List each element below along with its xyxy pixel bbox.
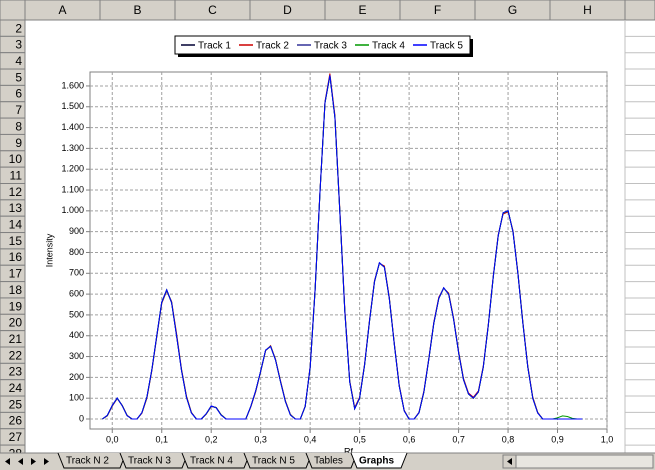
row-header-label: 11: [10, 168, 23, 182]
legend-label: Track 1: [198, 41, 231, 52]
x-tick-label: 0,9: [551, 434, 564, 444]
y-tick-label: 0: [79, 413, 84, 423]
tab-scroll-arrow: [44, 458, 49, 465]
sheet-tab-label: Track N 2: [66, 456, 109, 467]
x-axis-title: Rf: [344, 446, 353, 456]
row-header-label: 12: [9, 185, 23, 199]
sheet-tab-label: Track N 5: [252, 456, 295, 467]
row-header-label: 26: [9, 414, 23, 428]
y-tick-label: 100: [69, 393, 84, 403]
row-header-label: 21: [9, 332, 23, 346]
y-tick-label: 1.000: [61, 205, 84, 215]
row-header-label: 13: [9, 201, 23, 215]
legend-label: Track 2: [256, 41, 289, 52]
x-tick-label: 0,5: [353, 434, 366, 444]
row-header-label: 19: [9, 299, 23, 313]
y-tick-label: 300: [69, 351, 84, 361]
row-header-label: 10: [9, 152, 23, 166]
y-tick-label: 500: [69, 309, 84, 319]
tab-scroll-arrow: [18, 458, 23, 465]
row-header-label: 18: [9, 283, 23, 297]
tab-scroll-arrow: [5, 458, 10, 465]
row-header-label: 7: [15, 103, 22, 117]
column-header[interactable]: [624, 0, 655, 21]
x-tick-label: 0,2: [205, 434, 218, 444]
column-header-label: G: [508, 3, 517, 17]
sheet-tab-label: Graphs: [359, 456, 394, 467]
legend-label: Track 3: [314, 41, 347, 52]
row-header-label: 22: [9, 348, 23, 362]
x-tick-label: 0,6: [403, 434, 416, 444]
y-tick-label: 1.500: [61, 101, 84, 111]
row-header-label: 6: [15, 87, 22, 101]
series-line: [102, 75, 583, 420]
sheet-tab-label: Tables: [314, 456, 343, 467]
column-header-label: F: [434, 3, 441, 17]
y-tick-label: 400: [69, 330, 84, 340]
column-header-label: E: [358, 3, 366, 17]
row-header-label: 9: [15, 136, 22, 150]
legend-label: Track 5: [430, 41, 463, 52]
y-tick-label: 800: [69, 247, 84, 257]
column-header-label: C: [208, 3, 217, 17]
row-header-label: 15: [9, 234, 23, 248]
x-tick-label: 1,0: [601, 434, 614, 444]
y-axis-title: Intensity: [44, 233, 54, 267]
scroll-left-arrow: [507, 458, 512, 465]
row-header-label: 20: [9, 316, 23, 330]
legend-label: Track 4: [372, 41, 405, 52]
column-header-label: H: [583, 3, 592, 17]
sheet-tab[interactable]: [350, 452, 408, 469]
x-tick-label: 0,0: [106, 434, 119, 444]
column-header-label: A: [58, 3, 66, 17]
column-header-label: B: [133, 3, 141, 17]
x-tick-label: 0,7: [452, 434, 465, 444]
legend: [174, 35, 471, 55]
row-header-label: 8: [15, 119, 22, 133]
column-header-label: D: [283, 3, 292, 17]
row-header-label: 17: [9, 267, 23, 281]
row-header-label: 4: [15, 54, 22, 68]
y-tick-label: 1.400: [61, 122, 84, 132]
x-tick-label: 0,4: [304, 434, 317, 444]
x-tick-label: 0,8: [502, 434, 515, 444]
row-header-label: 2: [15, 21, 22, 35]
row-header-label: 24: [9, 381, 23, 395]
y-tick-label: 1.200: [61, 164, 84, 174]
y-tick-label: 900: [69, 226, 84, 236]
sheet-tab-label: Track N 4: [190, 456, 233, 467]
y-tick-label: 1.600: [61, 80, 84, 90]
horizontal-scrollbar[interactable]: [502, 454, 654, 469]
y-tick-label: 700: [69, 268, 84, 278]
y-tick-label: 1.300: [61, 143, 84, 153]
x-tick-label: 0,1: [155, 434, 168, 444]
row-header-label: 14: [9, 218, 23, 232]
tab-scroll-arrow: [31, 458, 36, 465]
corner-cell: [0, 0, 26, 21]
row-header-label: 27: [9, 430, 23, 444]
y-tick-label: 600: [69, 288, 84, 298]
sheet-tab-label: Track N 3: [128, 456, 171, 467]
row-header-label: 25: [9, 397, 23, 411]
row-header-label: 23: [9, 365, 23, 379]
y-tick-label: 1.100: [61, 184, 84, 194]
row-header-label: 16: [9, 250, 23, 264]
y-tick-label: 200: [69, 372, 84, 382]
row-header-label: 3: [15, 38, 22, 52]
row-header-label: 5: [15, 70, 22, 84]
x-tick-label: 0,3: [254, 434, 267, 444]
